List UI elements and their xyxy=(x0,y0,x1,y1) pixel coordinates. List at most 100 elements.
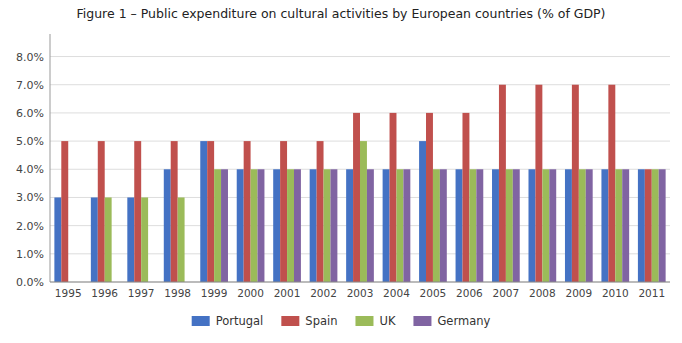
x-tick-label: 2008 xyxy=(529,287,556,299)
x-axis-line xyxy=(50,282,670,283)
bar xyxy=(622,169,629,282)
bar xyxy=(645,169,652,282)
x-tick-label: 2001 xyxy=(274,287,301,299)
bar xyxy=(396,169,403,282)
legend: Portugal Spain UK Germany xyxy=(192,314,491,328)
legend-swatch xyxy=(413,316,431,326)
bar xyxy=(310,169,317,282)
y-tick-label: 2.0% xyxy=(16,220,44,233)
x-tick-label: 1998 xyxy=(164,287,191,299)
bar xyxy=(659,169,666,282)
grid-line xyxy=(50,282,670,283)
bar xyxy=(273,169,280,282)
legend-label: Spain xyxy=(305,314,337,328)
bar xyxy=(141,197,148,282)
bar xyxy=(601,169,608,282)
x-tick-label: 2006 xyxy=(456,287,483,299)
bar xyxy=(638,169,645,282)
x-tick-label: 2000 xyxy=(237,287,264,299)
bar xyxy=(214,169,221,282)
title: Figure 1 – Public expenditure on cultura… xyxy=(77,6,606,21)
bar xyxy=(178,197,185,282)
y-tick-label: 1.0% xyxy=(16,248,44,261)
bar xyxy=(280,141,287,282)
bar xyxy=(353,113,360,282)
bar xyxy=(506,169,513,282)
y-tick-label: 7.0% xyxy=(16,79,44,92)
chart: Figure 1 – Public expenditure on cultura… xyxy=(0,0,682,343)
y-tick-label: 6.0% xyxy=(16,107,44,120)
bar xyxy=(383,169,390,282)
bar xyxy=(127,197,134,282)
bar xyxy=(367,169,374,282)
bars xyxy=(54,85,665,282)
bar xyxy=(258,169,265,282)
bar xyxy=(324,169,331,282)
bar xyxy=(294,169,301,282)
y-axis-line xyxy=(50,34,51,282)
bar xyxy=(499,85,506,282)
legend-label: Portugal xyxy=(216,314,264,328)
bar xyxy=(549,169,556,282)
bar xyxy=(287,169,294,282)
y-tick-label: 4.0% xyxy=(16,163,44,176)
bar xyxy=(98,141,105,282)
legend-label: UK xyxy=(379,314,395,328)
bar xyxy=(572,85,579,282)
bar xyxy=(221,169,228,282)
x-tick-label: 2003 xyxy=(347,287,374,299)
bar xyxy=(492,169,499,282)
grid-line xyxy=(50,56,670,57)
bar xyxy=(433,169,440,282)
y-tick-label: 8.0% xyxy=(16,51,44,64)
bar xyxy=(615,169,622,282)
y-tick-label: 3.0% xyxy=(16,191,44,204)
legend-swatch xyxy=(281,316,299,326)
legend-item: Germany xyxy=(413,314,490,328)
bar xyxy=(171,141,178,282)
bar xyxy=(419,141,426,282)
legend-item: Spain xyxy=(281,314,337,328)
bar xyxy=(164,169,171,282)
legend-item: UK xyxy=(355,314,395,328)
x-tick-label: 2002 xyxy=(310,287,337,299)
bar xyxy=(456,169,463,282)
x-tick-label: 2010 xyxy=(602,287,629,299)
bar xyxy=(200,141,207,282)
bar xyxy=(608,85,615,282)
bar xyxy=(360,141,367,282)
grid xyxy=(50,57,670,282)
bar xyxy=(426,113,433,282)
bar xyxy=(207,141,214,282)
legend-item: Portugal xyxy=(192,314,264,328)
x-tick-label: 2005 xyxy=(420,287,447,299)
x-tick-label: 2007 xyxy=(493,287,520,299)
bar xyxy=(317,141,324,282)
bar xyxy=(440,169,447,282)
bar xyxy=(105,197,112,282)
bar xyxy=(535,85,542,282)
legend-swatch xyxy=(355,316,373,326)
y-tick-label: 0.0% xyxy=(16,276,44,289)
bar xyxy=(330,169,337,282)
bar xyxy=(586,169,593,282)
x-tick-label: 1999 xyxy=(201,287,228,299)
x-tick-label: 2009 xyxy=(565,287,592,299)
bar xyxy=(61,141,68,282)
bar xyxy=(390,113,397,282)
bar xyxy=(565,169,572,282)
y-tick-label: 5.0% xyxy=(16,135,44,148)
x-tick-label: 1996 xyxy=(91,287,118,299)
x-tick-label: 2004 xyxy=(383,287,410,299)
bar xyxy=(346,169,353,282)
bar xyxy=(91,197,98,282)
bar xyxy=(528,169,535,282)
x-tick-label: 1995 xyxy=(55,287,82,299)
bar xyxy=(579,169,586,282)
bar xyxy=(542,169,549,282)
bar xyxy=(244,141,251,282)
x-tick-label: 2011 xyxy=(638,287,665,299)
bar xyxy=(237,169,244,282)
x-tick-label: 1997 xyxy=(128,287,155,299)
bar xyxy=(251,169,258,282)
